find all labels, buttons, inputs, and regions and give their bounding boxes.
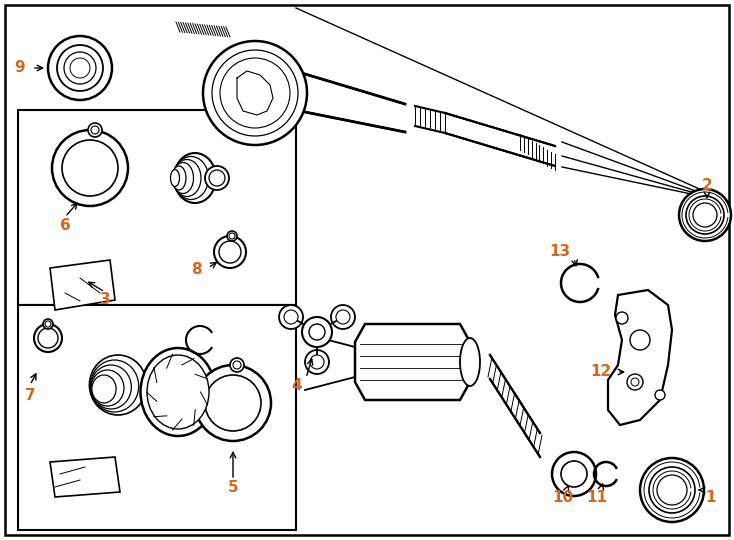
Circle shape xyxy=(336,310,350,324)
Circle shape xyxy=(309,324,325,340)
Circle shape xyxy=(34,324,62,352)
Text: 4: 4 xyxy=(291,377,302,393)
Ellipse shape xyxy=(90,355,147,415)
Text: 7: 7 xyxy=(25,388,35,402)
Circle shape xyxy=(48,36,112,100)
Circle shape xyxy=(630,330,650,350)
Bar xyxy=(18,110,296,305)
Bar xyxy=(18,305,296,530)
Text: 11: 11 xyxy=(586,489,608,504)
Circle shape xyxy=(203,41,307,145)
Circle shape xyxy=(561,461,587,487)
Polygon shape xyxy=(50,457,120,497)
Ellipse shape xyxy=(90,360,139,412)
Ellipse shape xyxy=(92,375,116,403)
Circle shape xyxy=(627,374,643,390)
Text: 10: 10 xyxy=(553,489,573,504)
Ellipse shape xyxy=(91,370,124,406)
Circle shape xyxy=(205,375,261,431)
Circle shape xyxy=(64,52,96,84)
Circle shape xyxy=(205,166,229,190)
Circle shape xyxy=(57,45,103,91)
Polygon shape xyxy=(50,260,115,310)
Circle shape xyxy=(233,361,241,369)
Ellipse shape xyxy=(173,157,208,199)
Circle shape xyxy=(212,50,298,136)
Circle shape xyxy=(70,58,90,78)
Circle shape xyxy=(552,452,596,496)
Circle shape xyxy=(38,328,58,348)
Ellipse shape xyxy=(172,163,194,193)
Circle shape xyxy=(43,319,53,329)
Circle shape xyxy=(302,317,332,347)
Ellipse shape xyxy=(173,159,201,197)
Circle shape xyxy=(279,305,303,329)
Text: 9: 9 xyxy=(14,60,25,76)
Ellipse shape xyxy=(170,170,180,186)
Circle shape xyxy=(209,170,225,186)
Text: 1: 1 xyxy=(705,489,716,504)
Circle shape xyxy=(62,140,118,196)
Polygon shape xyxy=(355,324,470,400)
Circle shape xyxy=(219,241,241,263)
Circle shape xyxy=(88,123,102,137)
Circle shape xyxy=(284,310,298,324)
Text: 12: 12 xyxy=(591,364,612,380)
Circle shape xyxy=(52,130,128,206)
Circle shape xyxy=(655,390,665,400)
Ellipse shape xyxy=(174,153,216,203)
Circle shape xyxy=(640,458,704,522)
Circle shape xyxy=(220,58,290,128)
Circle shape xyxy=(91,126,99,134)
Circle shape xyxy=(45,321,51,327)
Circle shape xyxy=(331,305,355,329)
Ellipse shape xyxy=(460,338,480,386)
Ellipse shape xyxy=(147,355,209,429)
Circle shape xyxy=(214,236,246,268)
Ellipse shape xyxy=(172,166,186,190)
Circle shape xyxy=(230,358,244,372)
Circle shape xyxy=(631,378,639,386)
Polygon shape xyxy=(608,290,672,425)
Circle shape xyxy=(229,233,235,239)
Text: 8: 8 xyxy=(192,262,202,278)
Circle shape xyxy=(649,467,695,513)
Circle shape xyxy=(310,355,324,369)
Circle shape xyxy=(657,475,687,505)
Circle shape xyxy=(305,350,329,374)
Circle shape xyxy=(686,196,724,234)
Circle shape xyxy=(195,365,271,441)
Circle shape xyxy=(679,189,731,241)
Circle shape xyxy=(227,231,237,241)
Ellipse shape xyxy=(140,348,216,436)
Circle shape xyxy=(616,312,628,324)
Circle shape xyxy=(693,203,717,227)
Text: 2: 2 xyxy=(702,178,713,192)
Text: 6: 6 xyxy=(59,218,70,233)
Text: 5: 5 xyxy=(228,481,239,496)
Text: 13: 13 xyxy=(549,245,570,260)
Ellipse shape xyxy=(91,365,131,409)
Text: 3: 3 xyxy=(100,293,110,307)
